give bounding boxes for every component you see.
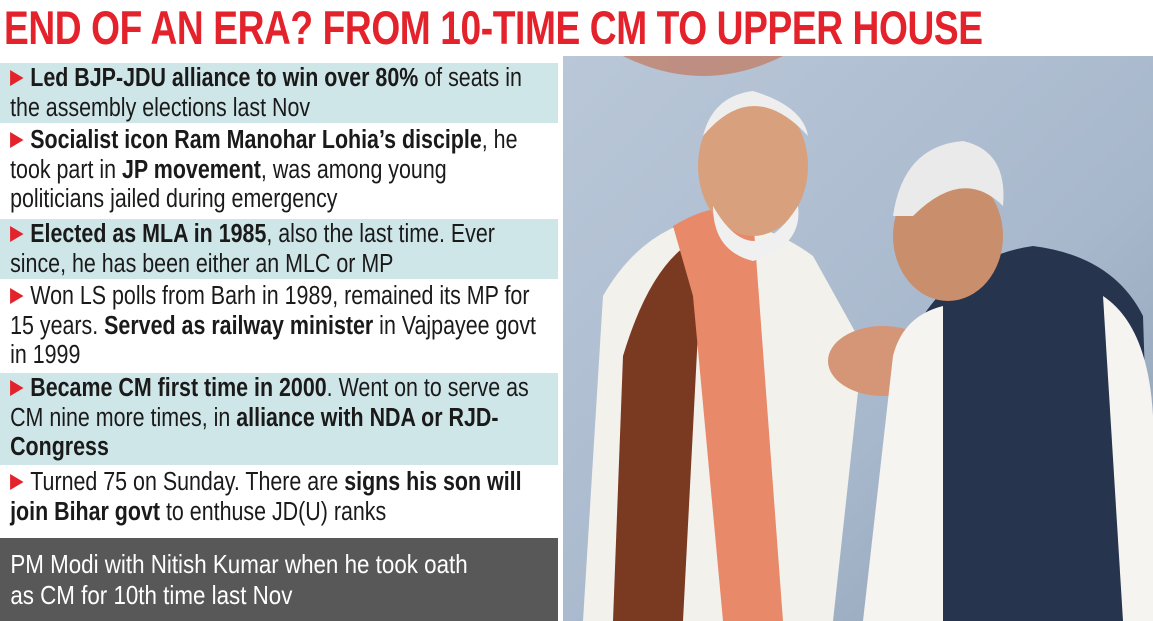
text: of seats in the assembly elections last …	[10, 64, 522, 122]
fact-text: Became CM first time in 2000. Went on to…	[0, 373, 546, 463]
fact-text: Elected as MLA in 1985, also the last ti…	[0, 219, 546, 279]
bold-text: Socialist icon Ram Manohar Lohia’s disci…	[30, 126, 482, 154]
fact-text: Won LS polls from Barh in 1989, remained…	[0, 281, 546, 371]
fact-item: Won LS polls from Barh in 1989, remained…	[0, 281, 558, 371]
text: , also the last time. Ever since, he has…	[10, 220, 495, 278]
caption: PM Modi with Nitish Kumar when he took o…	[10, 549, 468, 610]
fact-list: Led BJP-JDU alliance to win over 80% of …	[0, 63, 558, 531]
text: in Vajpayee govt in 1999	[10, 311, 536, 370]
fact-text: Socialist icon Ram Manohar Lohia’s disci…	[0, 125, 546, 215]
fact-item: Led BJP-JDU alliance to win over 80% of …	[0, 63, 558, 123]
caption-box: PM Modi with Nitish Kumar when he took o…	[0, 538, 558, 621]
photo	[563, 56, 1153, 621]
bold-text: JP movement	[122, 155, 261, 184]
fact-item: Elected as MLA in 1985, also the last ti…	[0, 219, 558, 279]
text: . Went on to serve as CM nine more times…	[10, 374, 529, 432]
text: , was among young politicians jailed dur…	[10, 155, 447, 214]
fact-text: Led BJP-JDU alliance to win over 80% of …	[0, 63, 546, 123]
text: , he took part in	[10, 126, 518, 184]
bold-text: Became CM first time in 2000	[30, 374, 327, 402]
text: to enthuse JD(U) ranks	[160, 497, 387, 526]
text: Won LS polls from Barh in 1989, remained…	[10, 282, 530, 340]
bold-text: Led BJP-JDU alliance to win over 80%	[30, 64, 419, 92]
fact-item: Turned 75 on Sunday. There are signs his…	[0, 467, 558, 529]
fact-text: Turned 75 on Sunday. There are signs his…	[0, 467, 546, 527]
fact-item: Socialist icon Ram Manohar Lohia’s disci…	[0, 125, 558, 217]
text: Turned 75 on Sunday. There are	[30, 468, 345, 496]
bold-text: Elected as MLA in 1985	[30, 220, 267, 248]
bold-text: signs his son will join Bihar govt	[10, 468, 522, 526]
bold-text: alliance with NDA or RJD-Congress	[10, 403, 499, 462]
headline: END OF AN ERA? FROM 10-TIME CM TO UPPER …	[4, 1, 983, 54]
fact-item: Became CM first time in 2000. Went on to…	[0, 373, 558, 465]
bold-text: Served as railway minister	[104, 311, 374, 340]
